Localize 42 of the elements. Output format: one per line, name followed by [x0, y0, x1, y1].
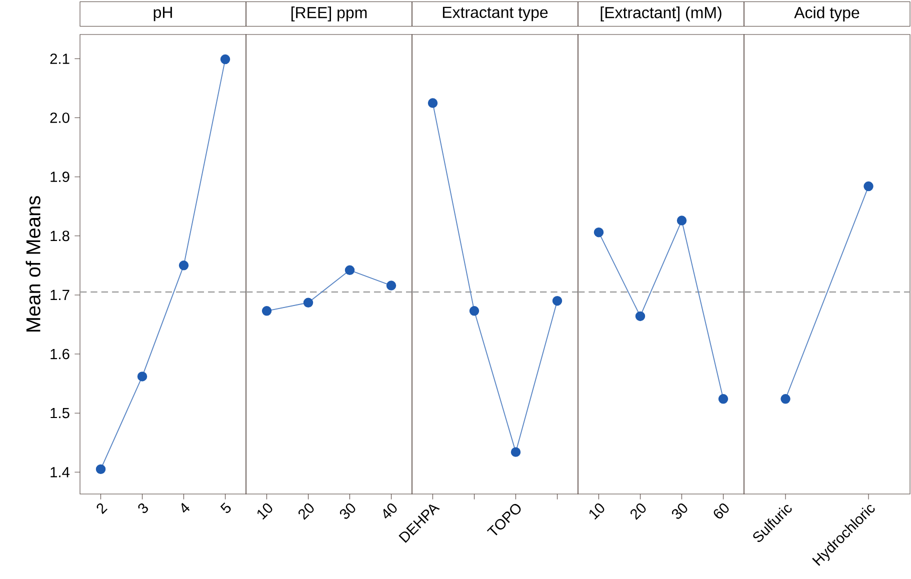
- y-tick-label: 1.4: [50, 467, 70, 478]
- x-tick-label: 10: [257, 503, 272, 520]
- chart-title: [Extractant] (mM): [600, 6, 722, 22]
- y-axis-title: Mean of Means: [26, 196, 40, 332]
- point: [137, 372, 148, 382]
- point: [594, 227, 604, 238]
- point: [510, 447, 521, 457]
- x-tick-label: 60: [714, 503, 729, 518]
- x-tick-label: 4: [182, 502, 190, 513]
- y-tick-label: 1.8: [50, 230, 70, 242]
- point: [635, 311, 646, 322]
- point: [178, 260, 189, 270]
- y-tick-label: 1.7: [50, 290, 70, 300]
- point: [220, 54, 230, 64]
- x-tick-label: 3: [138, 503, 148, 514]
- x-tick-label: 40: [383, 503, 397, 519]
- x-tick-label: 5: [220, 502, 231, 514]
- x-tick-label: 20: [630, 503, 646, 520]
- chart-title: Extractant type: [442, 6, 548, 22]
- point: [552, 296, 562, 306]
- point: [344, 265, 355, 276]
- x-tick-label: 30: [340, 503, 356, 519]
- point: [718, 394, 728, 404]
- point: [96, 464, 106, 474]
- x-tick-label: 20: [298, 503, 314, 520]
- point: [262, 306, 272, 316]
- y-tick-label: 2.0: [50, 112, 70, 123]
- chart-title: pH: [154, 6, 172, 22]
- chart-title: [REE] ppm: [291, 6, 367, 22]
- x-tick-label: 2: [96, 503, 108, 514]
- point: [386, 280, 396, 290]
- y-tick-label: 2.1: [50, 54, 70, 64]
- x-tick-label: 10: [589, 503, 604, 520]
- y-tick-label: 1.5: [50, 408, 70, 418]
- point: [428, 98, 438, 108]
- x-tick-label: 30: [672, 503, 688, 519]
- y-tick-label: 1.9: [50, 172, 70, 182]
- y-tick-label: 1.6: [50, 348, 70, 360]
- chart-title: Acid type: [794, 6, 860, 22]
- point: [676, 216, 687, 226]
- point: [303, 298, 314, 308]
- point: [469, 306, 480, 316]
